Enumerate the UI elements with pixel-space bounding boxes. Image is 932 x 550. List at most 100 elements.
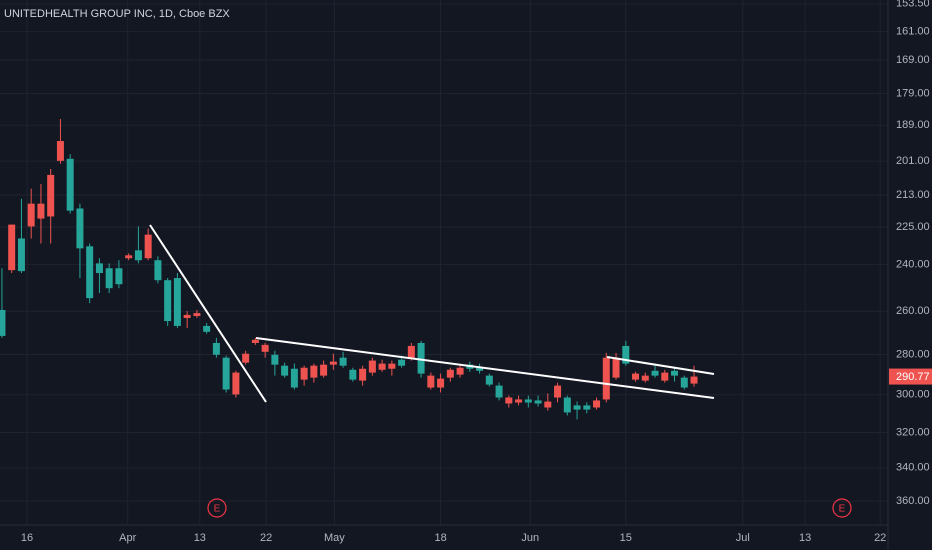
y-tick-label: 280.00 [896,348,930,360]
candle-body [173,278,181,326]
chart-title: UNITEDHEALTH GROUP INC, 1D, Cboe BZX [4,8,230,20]
candle-body [456,367,464,375]
candle-body [134,250,142,261]
y-tick-label: 300.00 [896,389,930,401]
candle-body [164,280,172,322]
y-tick-label: 213.00 [896,189,930,201]
candle-body [593,400,601,408]
candle-body [524,399,532,403]
trend-lines [149,224,715,403]
candle-body [232,372,240,395]
x-tick-label: 15 [620,532,632,544]
candle-body [329,361,337,365]
candle-body [534,400,542,404]
candle-body [125,255,133,259]
y-tick-label: 169.00 [896,54,930,66]
candle-body [349,369,357,380]
y-tick-label: 260.00 [896,305,930,317]
x-tick-label: Apr [119,532,136,544]
candle-body [56,141,64,161]
candle-body [427,375,435,388]
y-tick-label: 161.00 [896,26,930,38]
x-tick-label: 13 [194,532,206,544]
candle-body [573,405,581,410]
candle-body [8,224,16,271]
event-label[interactable]: E [839,504,846,515]
candle-body [183,314,191,318]
trend-line [255,337,715,399]
candle-body [407,345,415,358]
candle-body [105,268,113,289]
trend-line [149,224,267,403]
candle-body [95,263,103,274]
candle-body [398,359,406,366]
candle-body [378,363,386,370]
event-marker[interactable] [207,498,227,518]
candle-body [17,238,25,272]
candle-body [290,368,298,388]
candle-body [320,364,328,376]
candle-body [671,370,679,376]
candle-body [242,353,250,363]
candle-body [622,345,630,364]
x-tick-label: 13 [799,532,811,544]
x-tick-label: 18 [434,532,446,544]
x-tick-label: Jul [736,532,750,544]
event-marker[interactable] [832,498,852,518]
candle-body [476,367,484,371]
last-price-label: 290.77 [896,371,930,383]
candle-body [0,309,6,336]
candle-body [641,375,649,381]
x-tick-label: 22 [260,532,272,544]
candle-body [222,357,230,390]
grid-layer [0,0,888,525]
candle-body [300,367,308,380]
y-tick-label: 225.00 [896,221,930,233]
candle-body [554,385,562,398]
candle-body [144,234,152,259]
candle-body [27,203,35,227]
candle-body [310,365,318,378]
candle-body [632,373,640,380]
candle-body [154,260,162,281]
candle-body [651,370,659,376]
y-tick-label: 320.00 [896,426,930,438]
event-label[interactable]: E [214,504,221,515]
candle-body [261,344,269,352]
candles-layer [0,118,698,420]
candle-body [339,357,347,366]
y-tick-label: 153.50 [896,0,930,10]
candle-body [368,360,376,373]
candle-body [583,405,591,410]
candle-body [563,397,571,413]
x-tick-label: 16 [21,532,33,544]
candle-body [437,378,445,388]
candle-body [495,385,503,398]
y-tick-label: 340.00 [896,462,930,474]
x-tick-label: May [324,532,345,544]
last-price-box [889,368,932,385]
candle-body [485,375,493,385]
candle-body [417,342,425,374]
y-tick-label: 179.00 [896,87,930,99]
candle-body [602,357,610,400]
candle-body [193,313,201,316]
candle-body [661,372,669,381]
candle-body [66,158,74,211]
x-tick-label: 22 [874,532,886,544]
trend-line [606,356,715,375]
candle-body [76,208,84,249]
x-tick-label: Jun [521,532,539,544]
candle-body [115,268,123,285]
y-tick-label: 360.00 [896,495,930,507]
candle-body [359,368,367,381]
candle-body [212,342,220,355]
candle-body [281,365,289,376]
candle-body [86,246,94,299]
candle-body [47,174,55,217]
y-tick-label: 201.00 [896,155,930,167]
axis-layer: 153.50 161.00 169.00 179.00 189.00 201.00 213.… [21,0,932,544]
candle-body [505,397,513,404]
